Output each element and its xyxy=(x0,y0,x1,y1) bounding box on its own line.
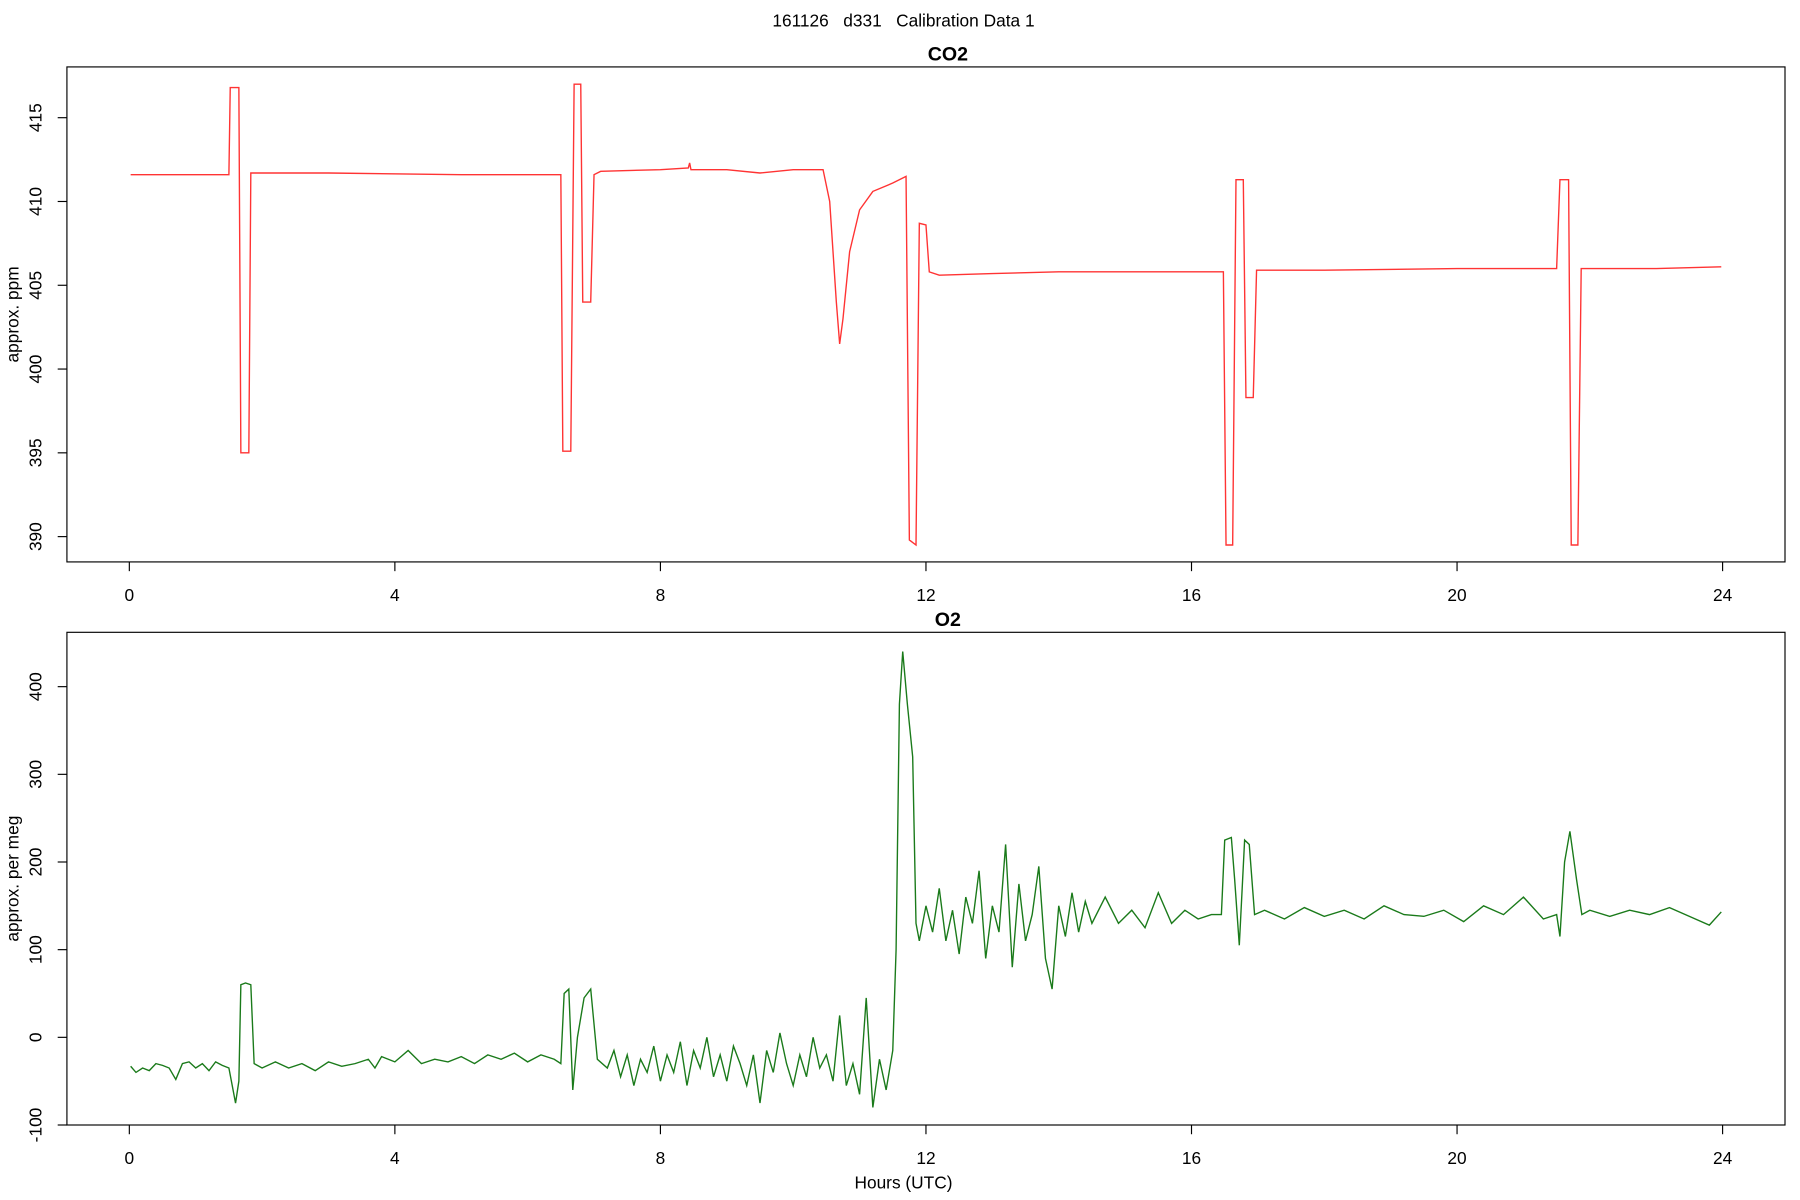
x-tick-label: 16 xyxy=(1182,1148,1201,1168)
x-tick-label: 12 xyxy=(916,1148,935,1168)
figure-title: 161126 d331 Calibration Data 1 xyxy=(772,10,1034,30)
x-axis-label: Hours (UTC) xyxy=(854,1172,952,1192)
y-axis-label: approx. per meg xyxy=(2,816,22,942)
y-tick-label: 410 xyxy=(25,187,45,216)
plot-box xyxy=(66,66,1786,563)
y-tick-label: 395 xyxy=(25,438,45,467)
x-tick-label: 12 xyxy=(916,585,935,605)
x-tick-label: 4 xyxy=(390,585,400,605)
plot-box xyxy=(66,631,1786,1126)
y-tick-label: 200 xyxy=(25,848,45,877)
x-tick-label: 4 xyxy=(390,1148,400,1168)
x-tick-label: 8 xyxy=(656,585,666,605)
panel-title: O2 xyxy=(935,609,961,631)
x-tick-label: 20 xyxy=(1447,585,1466,605)
y-axis-label: approx. ppm xyxy=(2,266,22,362)
x-tick-label: 24 xyxy=(1713,585,1733,605)
panel-title: CO2 xyxy=(928,44,968,66)
data-line xyxy=(130,83,1722,547)
y-tick-label: 400 xyxy=(25,355,45,384)
x-tick-label: 8 xyxy=(656,1148,666,1168)
y-tick-label: 300 xyxy=(25,760,45,789)
x-tick-label: 20 xyxy=(1447,1148,1466,1168)
y-tick-label: 100 xyxy=(25,935,45,964)
x-tick-label: 16 xyxy=(1182,585,1201,605)
x-tick-label: 0 xyxy=(125,1148,135,1168)
data-line xyxy=(130,651,1722,1108)
x-tick-label: 24 xyxy=(1713,1148,1733,1168)
y-tick-label: 0 xyxy=(25,1033,45,1043)
y-tick-label: 390 xyxy=(25,522,45,551)
y-tick-label: 400 xyxy=(25,672,45,701)
x-tick-label: 0 xyxy=(125,585,135,605)
y-tick-label: -100 xyxy=(25,1108,45,1143)
y-tick-label: 415 xyxy=(25,103,45,132)
y-tick-label: 405 xyxy=(25,271,45,300)
